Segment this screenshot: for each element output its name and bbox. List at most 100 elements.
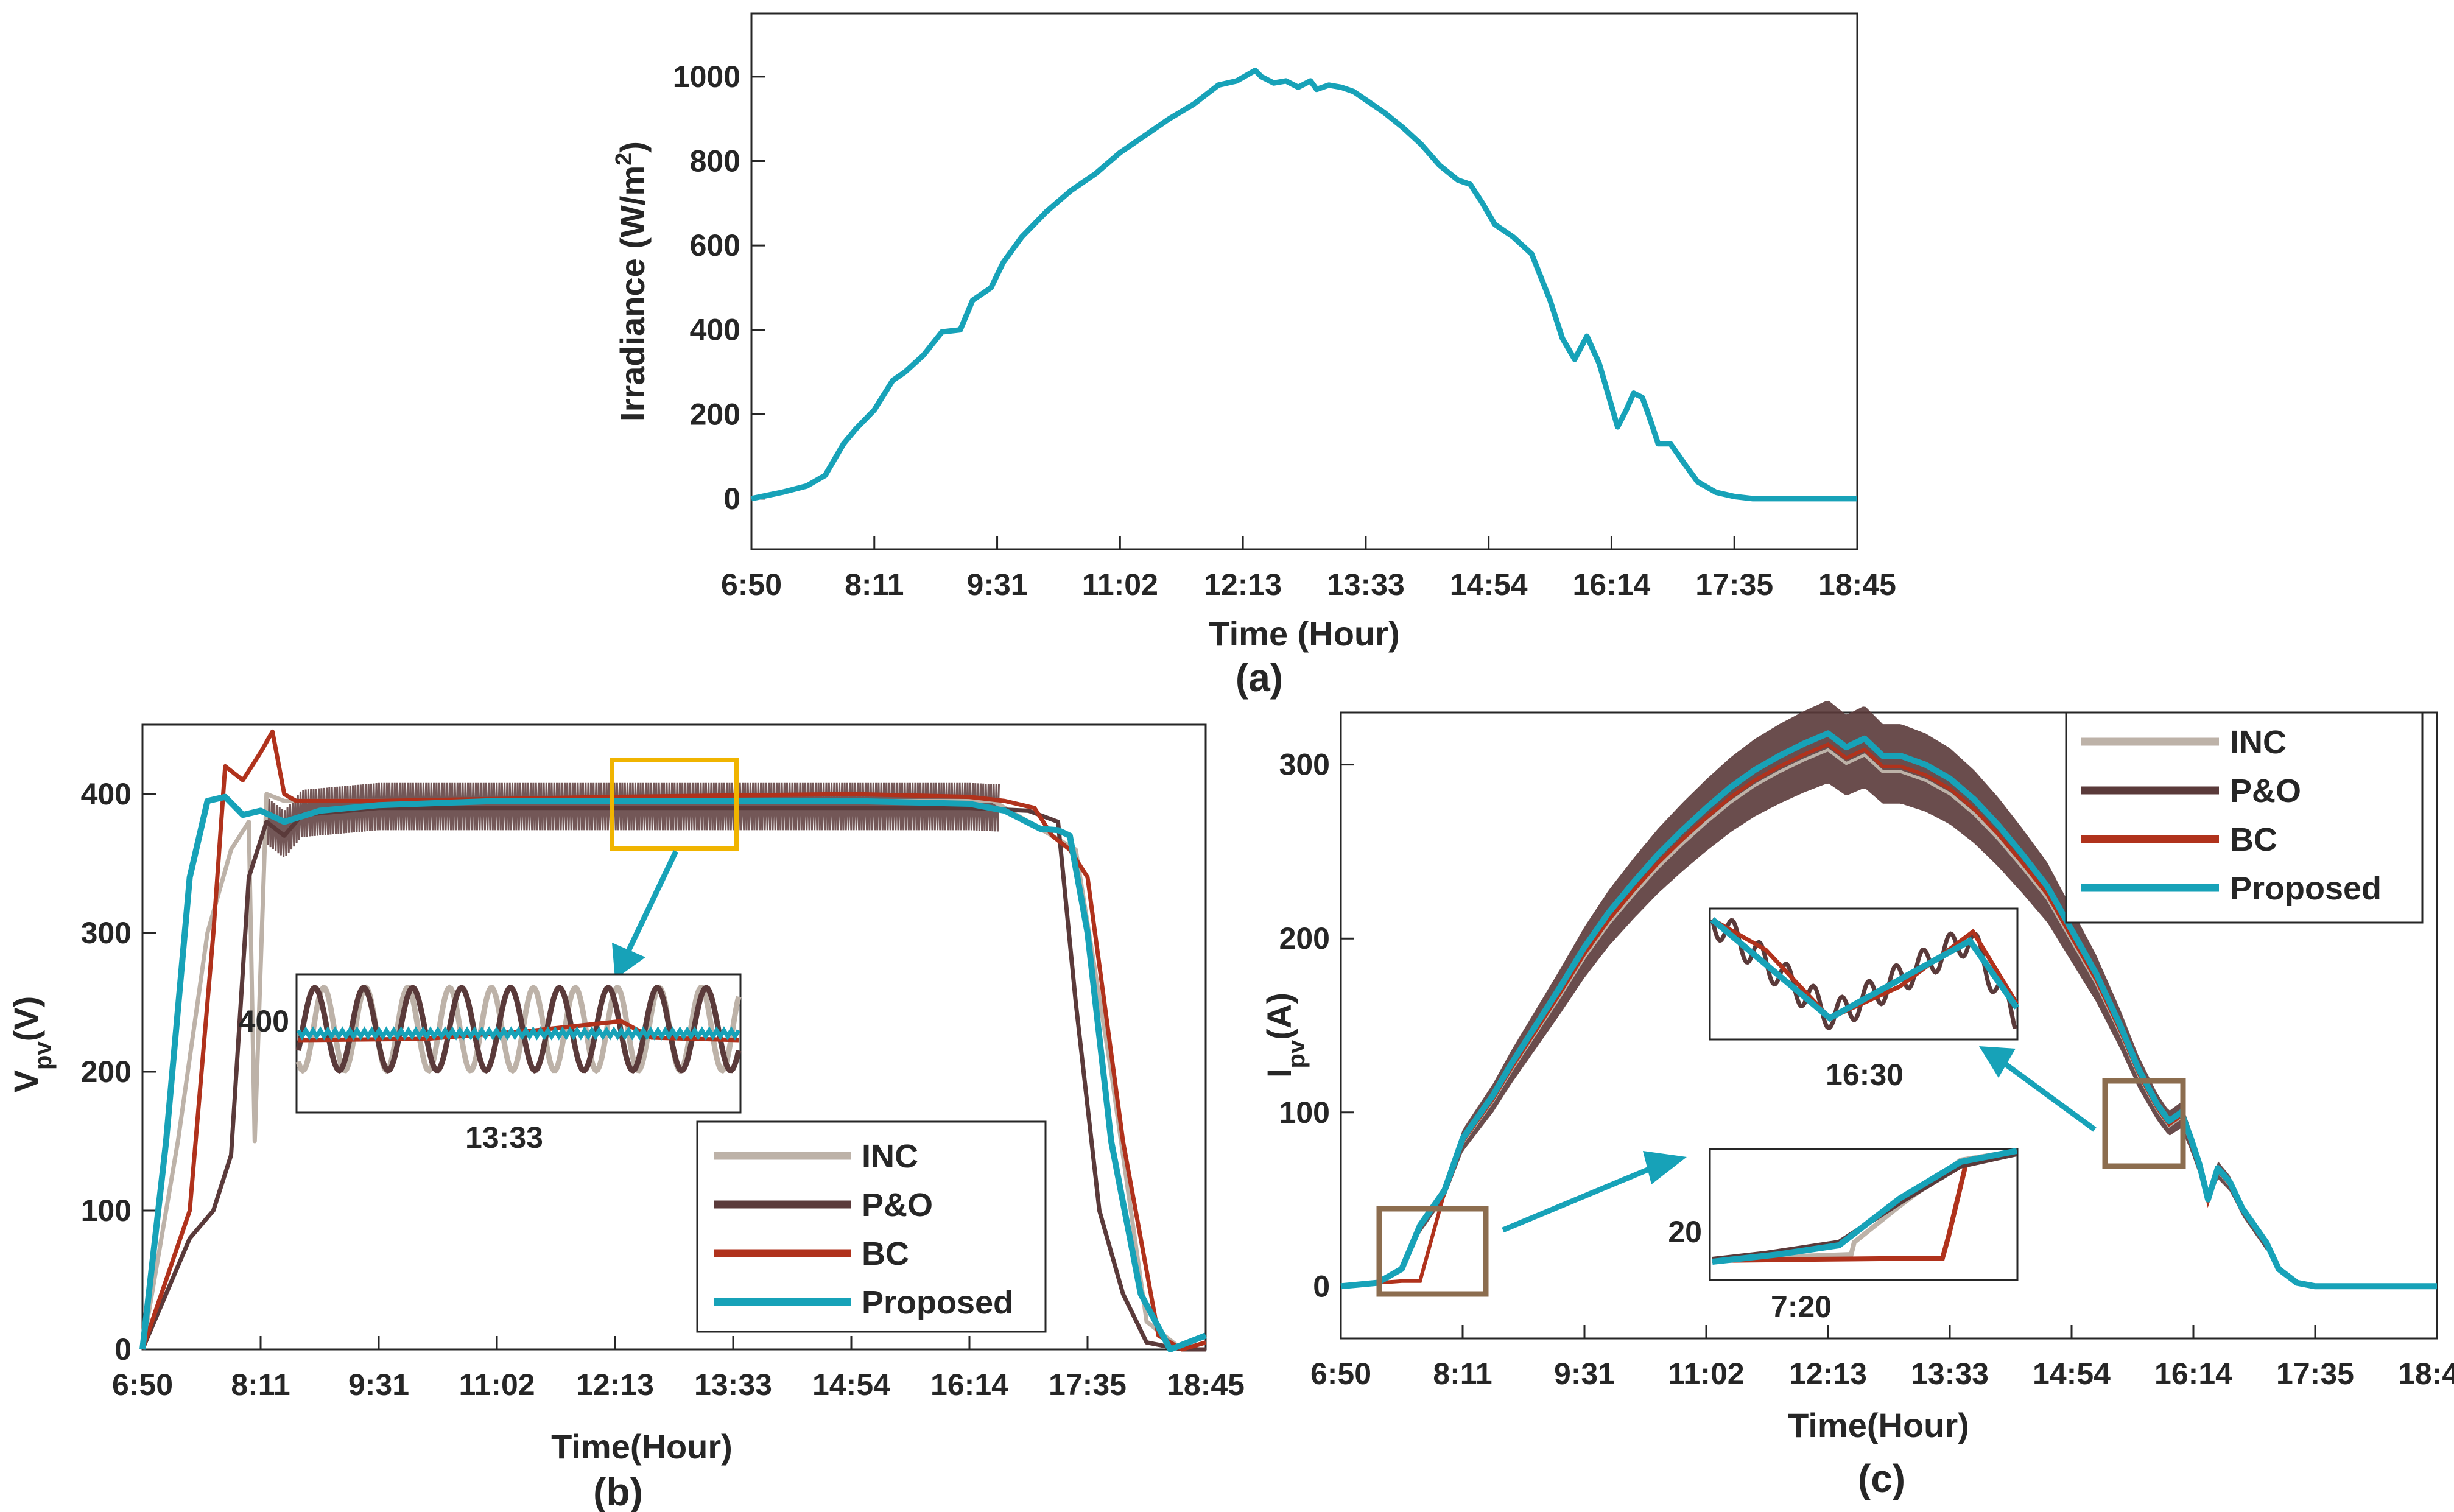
zoom-box-c-morning: [1376, 1206, 1489, 1297]
series-line-b-bc: [140, 729, 1206, 1352]
series-line-c-proposed: [1340, 730, 2437, 1290]
inset-time-b: 13:33: [465, 1120, 543, 1155]
y-axis-c: 0 100 200 300: [1279, 748, 1354, 1303]
xtick-label-c-3: 11:02: [1668, 1357, 1744, 1391]
x-label-c: Time(Hour): [1788, 1406, 1969, 1444]
ytick-label-c-100: 100: [1279, 1095, 1330, 1130]
zoom-arrowhead-c-afternoon: [1979, 1046, 2016, 1078]
zoom-arrow-b: [623, 850, 679, 957]
xtick-label-a-7: 16:14: [1572, 568, 1650, 602]
ytick-label-a-400: 400: [690, 313, 740, 347]
oscillation-band-b: [265, 782, 1000, 858]
zoom-box-c-afternoon: [2102, 1078, 2186, 1169]
ytick-label-a-1000: 1000: [673, 60, 740, 94]
y-label-c: Ipv(A): [1260, 993, 1310, 1078]
lines-a: [751, 68, 1857, 502]
legend-label-bc-c: BC: [2230, 821, 2277, 858]
inset-c-afternoon: 16:30: [1709, 907, 2020, 1092]
legend-label-po-c: P&O: [2230, 773, 2301, 809]
xtick-label-a-8: 17:35: [1695, 568, 1773, 602]
ytick-label-a-800: 800: [690, 144, 740, 178]
inset-line-c-afternoon-bc: [1711, 917, 2019, 1021]
legend-b: INC P&O BC Proposed: [696, 1120, 1047, 1333]
xtick-label-b-4: 12:13: [576, 1368, 654, 1402]
inset-ytick-c-morning: 20: [1668, 1215, 1702, 1249]
legend-c: INC P&O BC Proposed: [2065, 711, 2424, 924]
y-label-b: Vpv(V): [7, 996, 57, 1093]
legend-label-proposed-b: Proposed: [862, 1284, 1013, 1321]
ytick-label-a-0: 0: [723, 482, 740, 516]
x-axis-c: 6:50 8:11 9:31 11:02 12:13 13:33 14:54 16:14 17:…: [1310, 1325, 2454, 1391]
zoom-arrowhead-c-morning: [1643, 1151, 1687, 1184]
chart-c: 0 100 200 300 6:50 8:11 9:31 11:02 12:13 13:33 14…: [1260, 700, 2454, 1500]
xtick-label-a-2: 9:31: [967, 568, 1028, 602]
x-axis-a: 6:50 8:11 9:31 11:02 12:13 13:33 14:54 16:14 17:…: [721, 536, 1896, 602]
lines-b: [139, 729, 1207, 1352]
y-axis-b: 0 100 200 300 400: [81, 777, 156, 1366]
xtick-label-b-9: 18:45: [1167, 1368, 1245, 1402]
panel-label-b: (b): [593, 1470, 643, 1512]
ytick-label-b-300: 300: [81, 916, 132, 950]
zoom-arrow-c-morning: [1502, 1163, 1658, 1233]
xtick-label-c-2: 9:31: [1554, 1357, 1615, 1391]
legend-label-proposed-c: Proposed: [2230, 870, 2382, 907]
oscillation-band-po-b: [265, 782, 1000, 858]
xtick-label-a-1: 8:11: [845, 568, 904, 602]
ytick-label-a-200: 200: [690, 397, 740, 431]
xtick-label-a-5: 13:33: [1327, 568, 1405, 602]
y-axis-a: 0 200 400 600 800 1000: [673, 60, 765, 516]
legend-label-po-b: P&O: [862, 1187, 933, 1223]
xtick-label-b-6: 14:54: [812, 1368, 890, 1402]
ytick-label-b-100: 100: [81, 1194, 132, 1228]
ytick-label-b-400: 400: [81, 777, 132, 811]
inset-time-c-afternoon: 16:30: [1826, 1058, 1904, 1092]
inset-line-c-afternoon-proposed: [1710, 917, 2020, 1022]
ytick-label-a-600: 600: [690, 228, 740, 262]
xtick-label-b-7: 16:14: [930, 1368, 1008, 1402]
panel-label-a: (a): [1236, 656, 1283, 700]
zoom-box-b: [610, 758, 739, 851]
ytick-label-c-0: 0: [1313, 1269, 1330, 1303]
x-label-b: Time(Hour): [551, 1427, 733, 1466]
inset-line-b-proposed: [296, 1026, 741, 1041]
inset-lines-c-afternoon: [1710, 917, 2020, 1030]
inset-frame-c-afternoon: [1709, 907, 2019, 1041]
legend-label-bc-b: BC: [862, 1236, 909, 1272]
series-line-b-proposed: [139, 793, 1207, 1352]
zoom-arrowhead-b: [612, 943, 645, 979]
xtick-label-a-3: 11:02: [1082, 568, 1158, 602]
xtick-label-b-5: 13:33: [694, 1368, 772, 1402]
chart-a: 0 200 400 600 800 1000 6:50 8:11 9:31 11:02 12:13…: [611, 12, 1896, 700]
ytick-label-c-200: 200: [1279, 921, 1330, 955]
lines-c: [1340, 730, 2437, 1290]
xtick-label-a-4: 12:13: [1204, 568, 1282, 602]
plot-area-a: [750, 12, 1858, 550]
xtick-label-b-0: 6:50: [112, 1368, 173, 1402]
inset-line-b-po: [295, 985, 742, 1074]
inset-ytick-b: 400: [239, 1004, 289, 1038]
inset-line-c-morning-proposed: [1712, 1148, 2017, 1265]
xtick-label-a-9: 18:45: [1818, 568, 1896, 602]
xtick-label-a-0: 6:50: [721, 568, 782, 602]
xtick-label-b-2: 9:31: [348, 1368, 409, 1402]
x-label-a: Time (Hour): [1209, 614, 1399, 653]
series-line-b-po: [140, 806, 1206, 1352]
xtick-label-c-0: 6:50: [1310, 1357, 1371, 1391]
inset-lines-b: [295, 984, 742, 1074]
xtick-label-c-4: 12:13: [1789, 1357, 1867, 1391]
y-label-a: Irradiance (W/m2): [611, 141, 652, 421]
ytick-label-c-300: 300: [1279, 748, 1330, 782]
zoom-arrow-c-afternoon: [2002, 1060, 2097, 1132]
xtick-label-c-8: 17:35: [2276, 1357, 2354, 1391]
xtick-label-b-8: 17:35: [1049, 1368, 1127, 1402]
inset-lines-c-morning: [1712, 1148, 2017, 1265]
xtick-label-c-9: 18:45: [2398, 1357, 2454, 1391]
inset-b: 400 13:33: [239, 973, 742, 1155]
series-line-a-irradiance: [751, 68, 1857, 502]
xtick-label-b-1: 8:11: [231, 1368, 290, 1402]
xtick-label-a-6: 14:54: [1450, 568, 1528, 602]
ytick-label-b-0: 0: [114, 1332, 132, 1366]
xtick-label-c-6: 14:54: [2033, 1357, 2111, 1391]
xtick-label-c-5: 13:33: [1911, 1357, 1989, 1391]
xtick-label-b-3: 11:02: [459, 1368, 535, 1402]
